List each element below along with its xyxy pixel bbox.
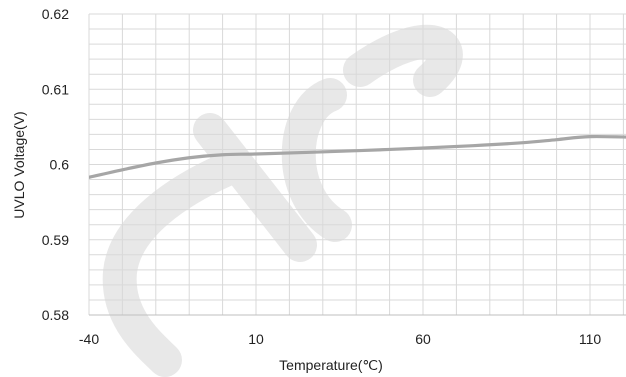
series-line-0: [89, 134, 626, 179]
y-tick-label: 0.61: [42, 81, 69, 97]
y-axis-title: UVLO Voltage(V): [11, 111, 27, 218]
y-tick-label: 0.62: [42, 6, 69, 22]
y-tick-label: 0.6: [50, 157, 70, 173]
x-tick-label: 10: [248, 331, 264, 347]
x-axis-title: Temperature(℃): [279, 357, 383, 373]
series-layer: [89, 134, 626, 179]
x-tick-labels: -40 10 60 110: [79, 331, 601, 347]
grid-lines: [88, 13, 626, 316]
y-tick-label: 0.59: [42, 232, 69, 248]
x-tick-label: -40: [79, 331, 99, 347]
x-tick-label: 60: [415, 331, 431, 347]
y-tick-label: 0.58: [42, 307, 69, 323]
x-tick-label: 110: [579, 331, 602, 347]
y-tick-labels: 0.58 0.59 0.6 0.61 0.62: [42, 6, 69, 323]
